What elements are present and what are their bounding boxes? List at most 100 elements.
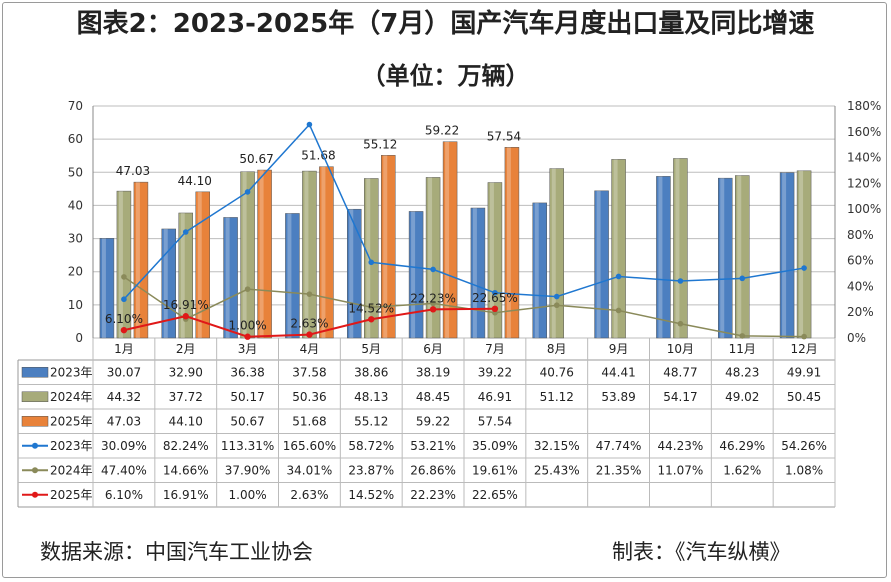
y-left-tick-label: 20: [68, 265, 83, 279]
y-left-tick-label: 0: [75, 331, 83, 345]
line-point-2025年: [182, 313, 189, 320]
bar-highlight: [411, 211, 416, 338]
line-value-label: 1.00%: [229, 319, 267, 333]
table-cell: 48.13: [354, 390, 388, 404]
chart-title: 图表2：2023-2025年（7月）国产汽车月度出口量及同比增速: [76, 9, 815, 39]
line-point-2023年: [677, 278, 684, 284]
table-cell: 50.17: [230, 390, 264, 404]
legend-label: 2024年: [50, 463, 93, 477]
line-point-2024年: [553, 302, 560, 309]
line-point-2024年: [430, 300, 436, 307]
bar-2023年: [347, 208, 362, 339]
table-cell: 38.19: [416, 365, 450, 379]
x-tick-label: 7月: [485, 342, 505, 356]
bar-highlight: [225, 217, 230, 338]
bar-2023年: [532, 202, 547, 339]
table-cell: 55.12: [354, 414, 388, 428]
table-cell: 44.10: [169, 414, 203, 428]
bar-highlight: [445, 141, 450, 338]
y-right-tick-label: 120%: [847, 176, 881, 190]
line-value-label: 22.23%: [410, 291, 456, 305]
bar-2024年: [364, 178, 379, 339]
bar-2023年: [223, 217, 238, 339]
bar-highlight: [242, 171, 247, 338]
table-cell: 38.86: [354, 365, 388, 379]
bar-highlight: [613, 159, 618, 338]
x-tick-label: 1月: [114, 342, 134, 356]
line-point-2023年: [368, 259, 375, 266]
y-right-tick-label: 180%: [847, 99, 881, 113]
table-cell: 32.15%: [534, 439, 580, 453]
line-point-2025年: [429, 306, 437, 313]
line-point-2023年: [801, 265, 807, 271]
table-cell: 58.72%: [348, 439, 394, 453]
x-tick-label: 2月: [176, 342, 196, 356]
y-right-tick-label: 20%: [847, 305, 874, 319]
bar-highlight: [321, 166, 326, 338]
bar-2023年: [99, 238, 115, 339]
bar-value-label: 44.10: [178, 174, 212, 188]
bar-highlight: [163, 228, 168, 338]
bar-2024年: [116, 190, 132, 339]
table-cell: 37.90%: [225, 463, 271, 477]
table-cell: 11.07%: [658, 463, 704, 477]
bar-highlight: [135, 182, 140, 338]
line-point-2023年: [430, 266, 436, 273]
chart-subtitle: （单位：万辆）: [361, 62, 530, 90]
bar-2025年: [133, 181, 149, 339]
bar-highlight: [472, 208, 477, 338]
table-cell: 165.60%: [283, 439, 336, 453]
line-value-label: 2.63%: [290, 317, 328, 331]
table-cell: 35.09%: [472, 439, 518, 453]
table-cell: 48.77: [663, 365, 697, 379]
line-point-2023年: [121, 296, 127, 303]
line-point-2024年: [368, 304, 375, 311]
table-cell: 37.58: [292, 365, 326, 379]
bar-value-label: 51.68: [301, 149, 335, 163]
legend-label: 2024年: [50, 390, 93, 404]
y-right-tick-label: 40%: [847, 279, 874, 293]
line-point-2025年: [244, 333, 251, 340]
bar-highlight: [596, 190, 601, 338]
table-cell: 49.02: [725, 390, 759, 404]
table-cell: 34.01%: [287, 463, 333, 477]
bar-2025年: [257, 169, 272, 339]
table-cell: 32.90: [169, 365, 203, 379]
bar-2023年: [779, 172, 795, 339]
y-left-tick-label: 70: [68, 99, 83, 113]
table-cell: 54.17: [663, 390, 697, 404]
x-tick-label: 12月: [790, 342, 817, 356]
legend-label: 2025年: [50, 414, 93, 428]
line-point-2023年: [306, 121, 313, 128]
legend-swatch-marker: [32, 491, 38, 498]
table-cell: 50.67: [230, 414, 264, 428]
x-tick-label: 3月: [238, 342, 258, 356]
table-cell: 14.52%: [348, 488, 394, 502]
legend-label: 2023年: [50, 365, 93, 379]
bar-2023年: [594, 190, 609, 339]
bar-highlight: [737, 175, 742, 338]
line-point-2024年: [244, 286, 251, 292]
table-cell: 48.45: [416, 390, 450, 404]
bar-2023年: [656, 176, 671, 339]
line-point-2024年: [306, 291, 313, 297]
bar-2024年: [487, 182, 503, 339]
table-cell: 40.76: [540, 365, 574, 379]
bar-highlight: [428, 177, 433, 338]
bar-2025年: [319, 166, 334, 339]
table-cell: 14.66%: [163, 463, 209, 477]
bar-highlight: [720, 178, 725, 338]
line-point-2024年: [739, 333, 746, 339]
y-left-tick-label: 50: [68, 165, 83, 179]
line-point-2023年: [739, 275, 746, 282]
bar-2024年: [425, 177, 441, 339]
bar-2025年: [504, 147, 520, 339]
bar-2025年: [195, 191, 210, 339]
bar-highlight: [658, 176, 663, 338]
table-cell: 54.26%: [781, 439, 827, 453]
table-cell: 25.43%: [534, 463, 580, 477]
bar-highlight: [197, 191, 202, 338]
table-cell: 21.35%: [596, 463, 642, 477]
table-cell: 46.91: [478, 390, 512, 404]
